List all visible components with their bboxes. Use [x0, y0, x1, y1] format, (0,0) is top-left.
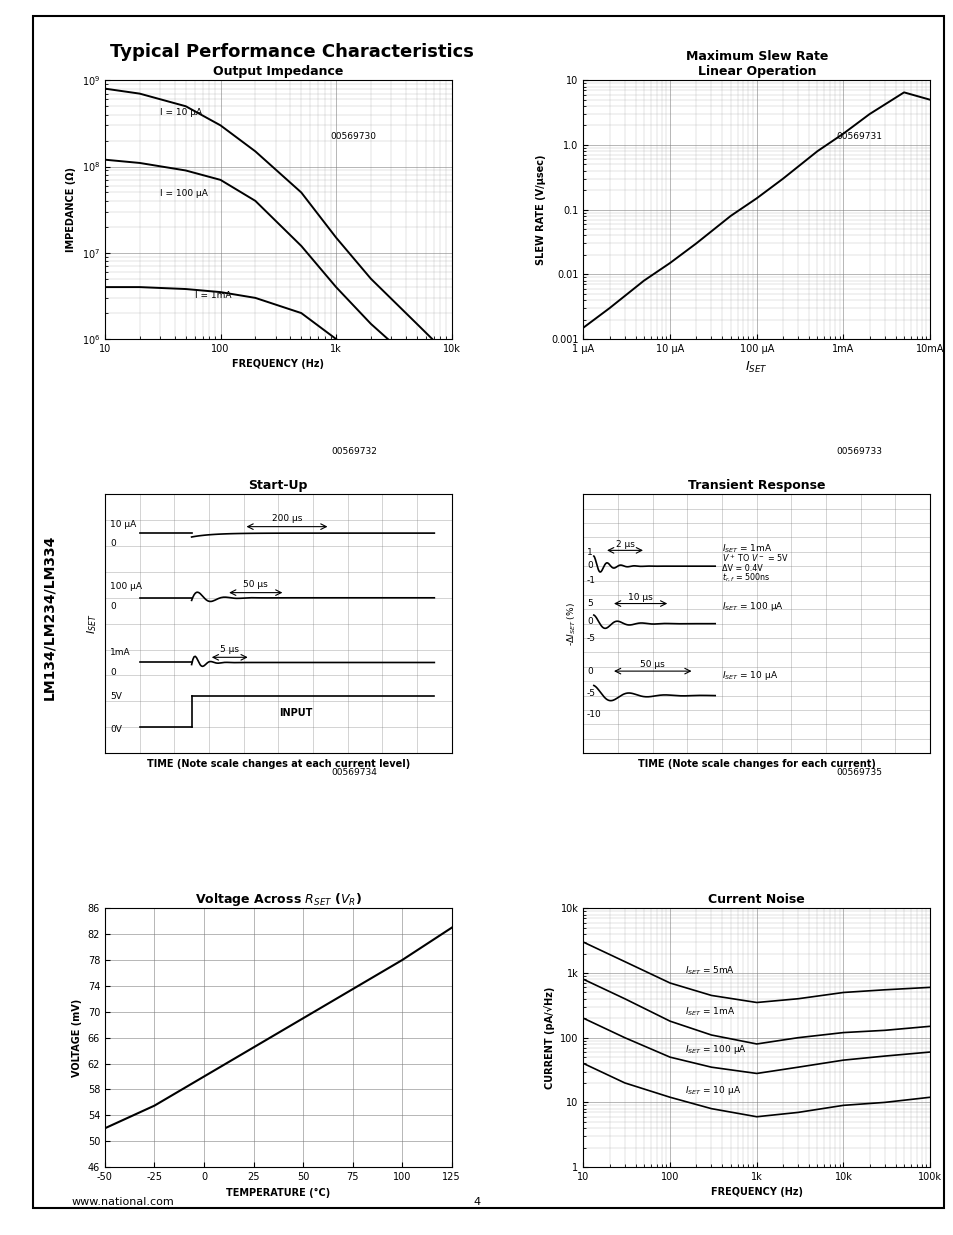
Title: Transient Response: Transient Response: [687, 479, 824, 492]
Text: -1: -1: [586, 577, 596, 585]
X-axis label: TIME (Note scale changes at each current level): TIME (Note scale changes at each current…: [147, 758, 410, 768]
Text: LM134/LM234/LM334: LM134/LM234/LM334: [43, 535, 56, 700]
Text: 1: 1: [586, 547, 592, 557]
Text: 2 μs: 2 μs: [615, 540, 634, 548]
Text: 00569735: 00569735: [836, 768, 882, 777]
Text: 200 μs: 200 μs: [272, 515, 302, 524]
Text: ΔV = 0.4V: ΔV = 0.4V: [721, 564, 762, 573]
Text: 100 μA: 100 μA: [110, 582, 142, 590]
Text: $I_{SET}$ = 5mA: $I_{SET}$ = 5mA: [684, 965, 735, 977]
Text: $I_{SET}$ = 10 μA: $I_{SET}$ = 10 μA: [721, 669, 778, 682]
Text: 50 μs: 50 μs: [639, 659, 664, 669]
Text: 00569734: 00569734: [331, 768, 376, 777]
Y-axis label: $I_{SET}$: $I_{SET}$: [86, 614, 99, 634]
Y-axis label: -Δ$I_{SET}$ (%): -Δ$I_{SET}$ (%): [565, 601, 578, 646]
Text: 0: 0: [586, 616, 592, 626]
Text: 5: 5: [586, 599, 592, 609]
Text: 5V: 5V: [110, 692, 122, 700]
Text: $t_{r,f}$ = 500ns: $t_{r,f}$ = 500ns: [721, 572, 770, 584]
Text: $I_{SET}$ = 10 μA: $I_{SET}$ = 10 μA: [684, 1084, 740, 1097]
Text: $I_{SET}$ = 100 μA: $I_{SET}$ = 100 μA: [721, 600, 783, 614]
Title: Start-Up: Start-Up: [249, 479, 308, 492]
Text: 0: 0: [110, 668, 115, 677]
Text: 10 μA: 10 μA: [110, 520, 136, 529]
Text: $I_{SET}$ = 1mA: $I_{SET}$ = 1mA: [684, 1005, 735, 1018]
X-axis label: $I_{SET}$: $I_{SET}$: [744, 359, 767, 374]
Text: INPUT: INPUT: [278, 708, 312, 718]
Text: I = 10 μA: I = 10 μA: [160, 107, 202, 116]
Y-axis label: IMPEDANCE (Ω): IMPEDANCE (Ω): [66, 167, 76, 252]
Text: -10: -10: [586, 710, 601, 719]
Text: 0: 0: [110, 538, 115, 548]
Text: $I_{SET}$ = 1mA: $I_{SET}$ = 1mA: [721, 543, 772, 556]
Text: I = 100 μA: I = 100 μA: [160, 189, 208, 199]
Text: $I_{SET}$ = 100 μA: $I_{SET}$ = 100 μA: [684, 1044, 746, 1056]
Text: www.national.com: www.national.com: [71, 1197, 174, 1207]
X-axis label: TEMPERATURE (°C): TEMPERATURE (°C): [226, 1188, 330, 1198]
Text: 00569732: 00569732: [331, 447, 376, 456]
Text: -5: -5: [586, 634, 596, 643]
Y-axis label: CURRENT (pA/√Hz): CURRENT (pA/√Hz): [543, 987, 554, 1089]
Text: 00569731: 00569731: [836, 132, 882, 141]
Title: Current Noise: Current Noise: [708, 893, 804, 905]
Text: 4: 4: [473, 1197, 480, 1207]
Text: -5: -5: [586, 689, 596, 698]
Text: $V^+$ TO $V^-$ = 5V: $V^+$ TO $V^-$ = 5V: [721, 552, 788, 564]
Text: Typical Performance Characteristics: Typical Performance Characteristics: [110, 43, 473, 61]
Text: 0: 0: [586, 561, 592, 569]
Title: Voltage Across $R_{SET}$ ($V_R$): Voltage Across $R_{SET}$ ($V_R$): [194, 890, 361, 908]
Title: Output Impedance: Output Impedance: [213, 64, 343, 78]
Text: 00569733: 00569733: [836, 447, 882, 456]
Title: Maximum Slew Rate
Linear Operation: Maximum Slew Rate Linear Operation: [685, 49, 827, 78]
Text: 10 μs: 10 μs: [628, 593, 652, 601]
X-axis label: TIME (Note scale changes for each current): TIME (Note scale changes for each curren…: [638, 758, 875, 768]
Text: 1mA: 1mA: [110, 647, 131, 657]
Text: 0: 0: [110, 603, 115, 611]
Text: I = 1mA: I = 1mA: [194, 291, 232, 300]
Text: 50 μs: 50 μs: [243, 580, 268, 589]
Y-axis label: VOLTAGE (mV): VOLTAGE (mV): [72, 999, 82, 1077]
Text: 00569730: 00569730: [331, 132, 376, 141]
Text: 0V: 0V: [110, 725, 122, 735]
X-axis label: FREQUENCY (Hz): FREQUENCY (Hz): [710, 1188, 801, 1198]
Text: 0: 0: [586, 667, 592, 676]
X-axis label: FREQUENCY (Hz): FREQUENCY (Hz): [233, 359, 324, 369]
Y-axis label: SLEW RATE (V/μsec): SLEW RATE (V/μsec): [535, 154, 545, 264]
Text: 5 μs: 5 μs: [220, 645, 239, 655]
